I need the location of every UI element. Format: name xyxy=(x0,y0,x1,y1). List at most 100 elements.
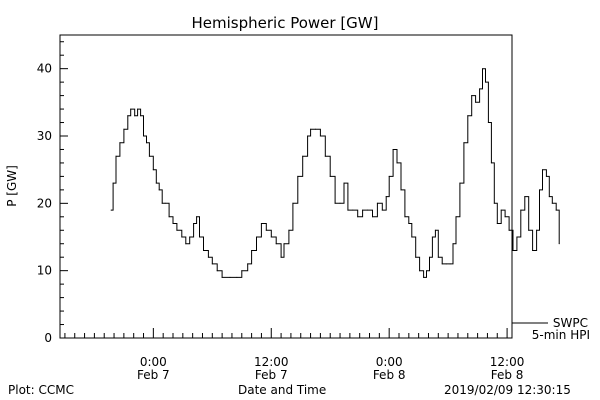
data-point xyxy=(352,209,354,211)
data-point xyxy=(437,256,439,258)
chart-title: Hemispheric Power [GW] xyxy=(192,14,379,32)
data-point xyxy=(193,223,195,224)
data-point xyxy=(161,202,163,204)
y-tick-label: 0 xyxy=(44,331,52,345)
data-point xyxy=(471,95,473,97)
data-point xyxy=(334,202,336,204)
data-point xyxy=(411,236,413,238)
data-point xyxy=(127,115,129,117)
data-point xyxy=(211,263,213,265)
data-point xyxy=(524,196,526,198)
data-point xyxy=(310,128,312,130)
data-point xyxy=(536,229,538,231)
series-line-hemispheric-power xyxy=(111,68,560,278)
data-point xyxy=(508,229,510,231)
data-point xyxy=(319,135,321,137)
data-point xyxy=(482,68,483,70)
data-point xyxy=(362,209,364,211)
data-point xyxy=(452,243,454,245)
data-point xyxy=(459,182,461,184)
data-point xyxy=(512,250,514,251)
data-point xyxy=(396,162,398,164)
data-point xyxy=(500,209,502,211)
data-point xyxy=(297,175,299,177)
data-point xyxy=(168,216,170,218)
data-point xyxy=(155,182,157,184)
data-point xyxy=(115,155,117,157)
data-point xyxy=(463,142,465,144)
data-point xyxy=(490,162,492,164)
data-point xyxy=(172,223,174,224)
plot-timestamp: 2019/02/09 12:30:15 xyxy=(444,383,571,397)
y-tick-label: 10 xyxy=(37,264,52,278)
x-tick-time-label: 0:00 xyxy=(376,355,403,369)
data-point xyxy=(419,270,421,272)
y-tick-label: 30 xyxy=(37,129,52,143)
legend-product: 5-min HPI xyxy=(532,328,590,342)
x-tick-time-label: 12:00 xyxy=(254,355,289,369)
x-tick-date-label: Feb 7 xyxy=(137,368,170,382)
data-point xyxy=(551,202,553,204)
legend-source: SWPC xyxy=(553,316,588,330)
data-point xyxy=(545,175,547,177)
data-point xyxy=(339,202,341,204)
data-point xyxy=(216,270,218,272)
data-point xyxy=(329,175,331,177)
data-point xyxy=(251,250,253,251)
data-point xyxy=(496,223,498,224)
data-point xyxy=(449,263,451,265)
data-point xyxy=(119,142,121,144)
data-point xyxy=(315,128,316,130)
data-point xyxy=(292,202,294,204)
data-point xyxy=(137,108,139,110)
data-point xyxy=(357,216,359,218)
data-point xyxy=(475,101,477,103)
x-tick-date-label: Feb 8 xyxy=(491,368,524,382)
data-point xyxy=(376,202,378,204)
data-point xyxy=(415,256,417,258)
y-tick-label: 40 xyxy=(37,62,52,76)
data-point xyxy=(400,189,402,191)
x-tick-time-label: 0:00 xyxy=(140,355,167,369)
x-tick-time-label: 12:00 xyxy=(490,355,525,369)
data-point xyxy=(158,189,160,191)
data-point xyxy=(434,229,436,231)
data-point xyxy=(260,223,262,224)
data-point xyxy=(487,122,489,123)
data-point xyxy=(467,115,469,117)
plot-credit: Plot: CCMC xyxy=(8,383,74,397)
data-point xyxy=(528,229,530,231)
data-point xyxy=(130,108,132,110)
y-axis: 0 10 20 30 40 xyxy=(37,41,68,345)
data-point xyxy=(221,276,223,278)
data-point xyxy=(548,196,550,198)
data-point xyxy=(143,135,144,137)
data-point xyxy=(455,216,457,218)
data-point xyxy=(429,256,430,258)
data-point xyxy=(493,202,495,204)
data-point xyxy=(288,229,290,231)
data-point xyxy=(392,149,394,150)
data-point xyxy=(123,128,125,130)
data-point xyxy=(241,270,243,272)
data-point xyxy=(112,182,114,184)
data-point xyxy=(520,209,522,211)
data-point xyxy=(423,276,425,278)
data-point xyxy=(347,209,349,211)
x-tick-date-label: Feb 7 xyxy=(255,368,288,382)
data-point xyxy=(408,223,410,224)
data-point xyxy=(148,155,150,157)
data-point xyxy=(247,263,249,265)
data-point xyxy=(441,263,443,265)
data-point xyxy=(445,263,447,265)
data-point xyxy=(199,236,200,238)
data-point xyxy=(236,276,238,278)
data-point xyxy=(185,243,187,245)
data-point xyxy=(176,229,178,231)
data-point xyxy=(307,135,309,137)
data-point xyxy=(229,276,231,278)
data-point xyxy=(181,236,183,238)
data-point xyxy=(196,216,198,218)
